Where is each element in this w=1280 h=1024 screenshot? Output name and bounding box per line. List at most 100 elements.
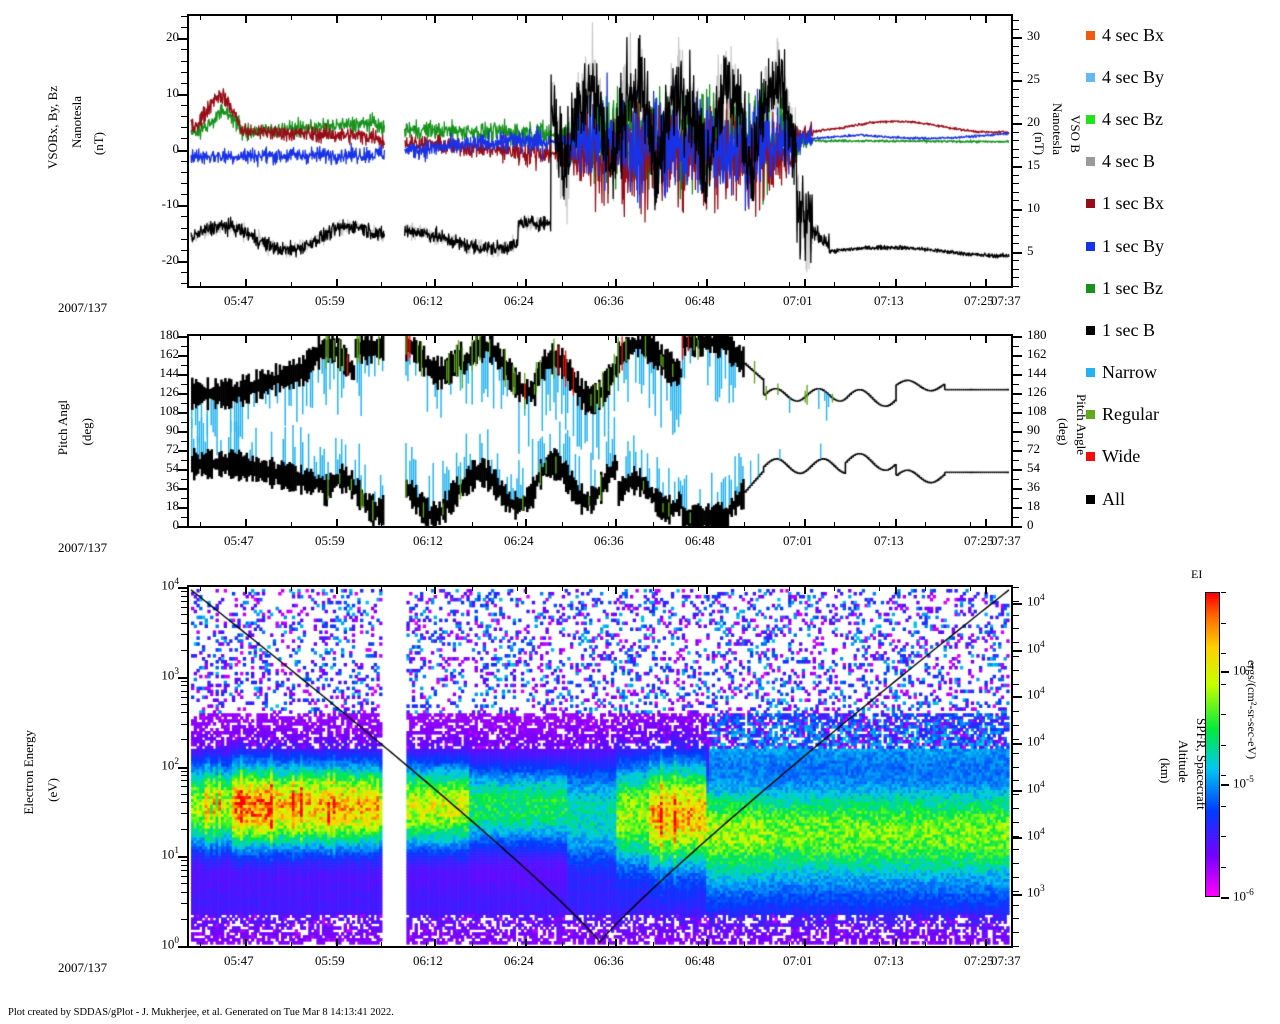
xtick-label: 06:36	[594, 953, 624, 968]
axis-tick	[1013, 260, 1019, 261]
axis-tick	[1013, 140, 1019, 141]
axis-tick	[181, 794, 187, 795]
legend-item-4-sec-by[interactable]: 4 sec By	[1086, 56, 1276, 98]
axis-tick	[181, 283, 187, 284]
axis-tick	[200, 585, 201, 591]
legend: 4 sec Bx 4 sec By 4 sec Bz 4 sec B 1 sec Bx 1…	[1086, 14, 1276, 520]
axis-tick	[181, 83, 187, 84]
spec-ytick-right: 104	[1027, 593, 1045, 609]
axis-tick	[1013, 517, 1019, 518]
axis-tick	[698, 942, 699, 948]
legend-item-1-sec-bz[interactable]: 1 sec Bz	[1086, 267, 1276, 309]
legend-label: All	[1102, 488, 1126, 509]
axis-tick	[698, 282, 699, 288]
pitch-ylabel-left-1: Pitch Angl	[55, 400, 76, 455]
axis-tick	[181, 724, 187, 725]
spec-ytick-left: 103	[161, 667, 179, 683]
axis-tick	[525, 585, 527, 594]
axis-tick	[1013, 863, 1019, 864]
axis-tick	[706, 585, 708, 594]
mag-ylabel-right-line2: Nanotesla	[1050, 103, 1065, 155]
axis-tick	[291, 14, 292, 20]
spec-ytick-right: 104	[1027, 686, 1045, 702]
pitch-ytick-right: 36	[1027, 479, 1040, 494]
axis-tick	[181, 374, 187, 375]
axis-tick	[744, 282, 745, 288]
axis-tick	[1013, 46, 1019, 47]
legend-item-1-sec-bx[interactable]: 1 sec Bx	[1086, 183, 1276, 225]
axis-tick	[653, 942, 654, 948]
spec-ylabel-left-line1: Electron Energy	[21, 730, 36, 815]
axis-tick	[789, 585, 790, 591]
legend-item-4-sec-b[interactable]: 4 sec B	[1086, 141, 1276, 183]
legend-item-regular[interactable]: Regular	[1086, 394, 1276, 436]
axis-tick	[472, 522, 473, 528]
mag-ytick-left: 0	[172, 141, 180, 156]
axis-tick	[434, 585, 436, 594]
axis-tick	[879, 334, 880, 340]
axis-tick	[381, 14, 382, 20]
legend-item-1-sec-by[interactable]: 1 sec By	[1086, 225, 1276, 267]
axis-tick	[653, 334, 654, 340]
colorbar-tick-label: 10-6	[1233, 888, 1254, 904]
axis-tick	[181, 691, 187, 692]
xtick-label: 06:48	[685, 533, 715, 548]
legend-swatch-icon	[1086, 241, 1095, 251]
legend-item-narrow[interactable]: Narrow	[1086, 352, 1276, 394]
xtick-label: 05:59	[315, 293, 345, 308]
spec-ytick-left: 101	[161, 846, 179, 862]
axis-tick	[615, 585, 617, 594]
spec-ylabel-right-line3: (km)	[1158, 758, 1173, 784]
axis-tick	[925, 334, 926, 340]
axis-tick	[706, 334, 708, 343]
legend-item-4-sec-bz[interactable]: 4 sec Bz	[1086, 98, 1276, 140]
axis-tick	[181, 786, 187, 787]
axis-tick	[181, 919, 187, 920]
axis-tick	[562, 334, 563, 340]
axis-tick	[181, 72, 187, 73]
legend-label: 1 sec Bz	[1102, 277, 1163, 298]
mag-ylabel-right-2: Nanotesla	[1044, 103, 1065, 155]
axis-tick	[698, 14, 699, 20]
colorbar-minor-tick	[1221, 775, 1226, 776]
plot-caption: Plot created by SDDAS/gPlot - J. Mukherj…	[8, 1007, 394, 1018]
colorbar-minor-tick	[1221, 653, 1226, 654]
axis-tick	[1013, 166, 1019, 167]
axis-tick	[1013, 123, 1019, 124]
spec-ylabel-left-1: Electron Energy	[21, 730, 42, 815]
axis-tick	[181, 802, 187, 803]
axis-tick	[1013, 63, 1019, 64]
pitch-ytick-left: 54	[166, 460, 179, 475]
axis-tick	[181, 336, 187, 337]
legend-item-4-sec-bx[interactable]: 4 sec Bx	[1086, 14, 1276, 56]
pitch-ytick-left: 108	[159, 403, 180, 418]
axis-tick	[181, 813, 187, 814]
axis-tick	[744, 334, 745, 340]
colorbar-tick-label: 10-4	[1233, 662, 1254, 678]
axis-tick	[615, 519, 617, 528]
xtick-label: 05:59	[315, 533, 345, 548]
axis-tick	[804, 334, 806, 343]
axis-tick	[200, 522, 201, 528]
axis-tick	[1013, 286, 1019, 287]
legend-label: 1 sec B	[1102, 319, 1155, 340]
axis-tick	[895, 585, 897, 594]
axis-tick	[472, 334, 473, 340]
xtick-label: 06:48	[685, 953, 715, 968]
legend-item-1-sec-b[interactable]: 1 sec B	[1086, 309, 1276, 351]
axis-tick	[1013, 753, 1019, 754]
legend-item-wide[interactable]: Wide	[1086, 436, 1276, 478]
axis-tick	[434, 334, 436, 343]
axis-tick	[181, 607, 187, 608]
axis-tick	[181, 27, 187, 28]
axis-tick	[985, 14, 987, 23]
axis-tick	[1013, 469, 1019, 470]
axis-tick	[181, 431, 187, 432]
spec-date-label: 2007/137	[58, 960, 108, 975]
axis-tick	[1013, 932, 1019, 933]
axis-tick	[1013, 336, 1019, 337]
axis-tick	[879, 522, 880, 528]
axis-tick	[181, 105, 187, 106]
legend-item-all[interactable]: All	[1086, 478, 1276, 520]
mag-ytick-left: 10	[166, 85, 179, 100]
